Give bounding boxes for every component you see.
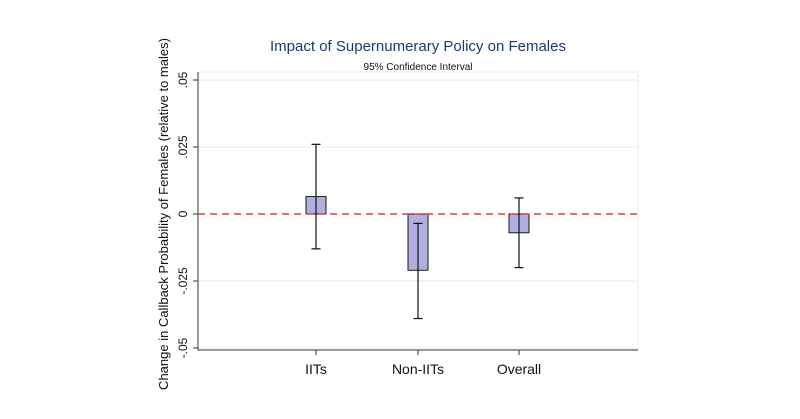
chart-title: Impact of Supernumerary Policy on Female…: [270, 38, 566, 55]
y-tick-label: -.05: [176, 337, 190, 358]
y-tick-label: -.025: [176, 267, 190, 295]
y-tick-label: .05: [176, 71, 190, 88]
plot-area: .05 .025 0 -.025 -.05 IITs Non-IITs Overall: [176, 71, 639, 377]
x-tick-label: IITs: [305, 361, 327, 377]
y-tick-label: .025: [176, 135, 190, 159]
y-axis-label: Change in Callback Probability of Female…: [156, 38, 171, 390]
y-tick-label: 0: [176, 210, 190, 217]
x-tick-label: Non-IITs: [392, 361, 444, 377]
chart-subtitle: 95% Confidence Interval: [364, 62, 473, 73]
x-tick-label: Overall: [497, 361, 541, 377]
